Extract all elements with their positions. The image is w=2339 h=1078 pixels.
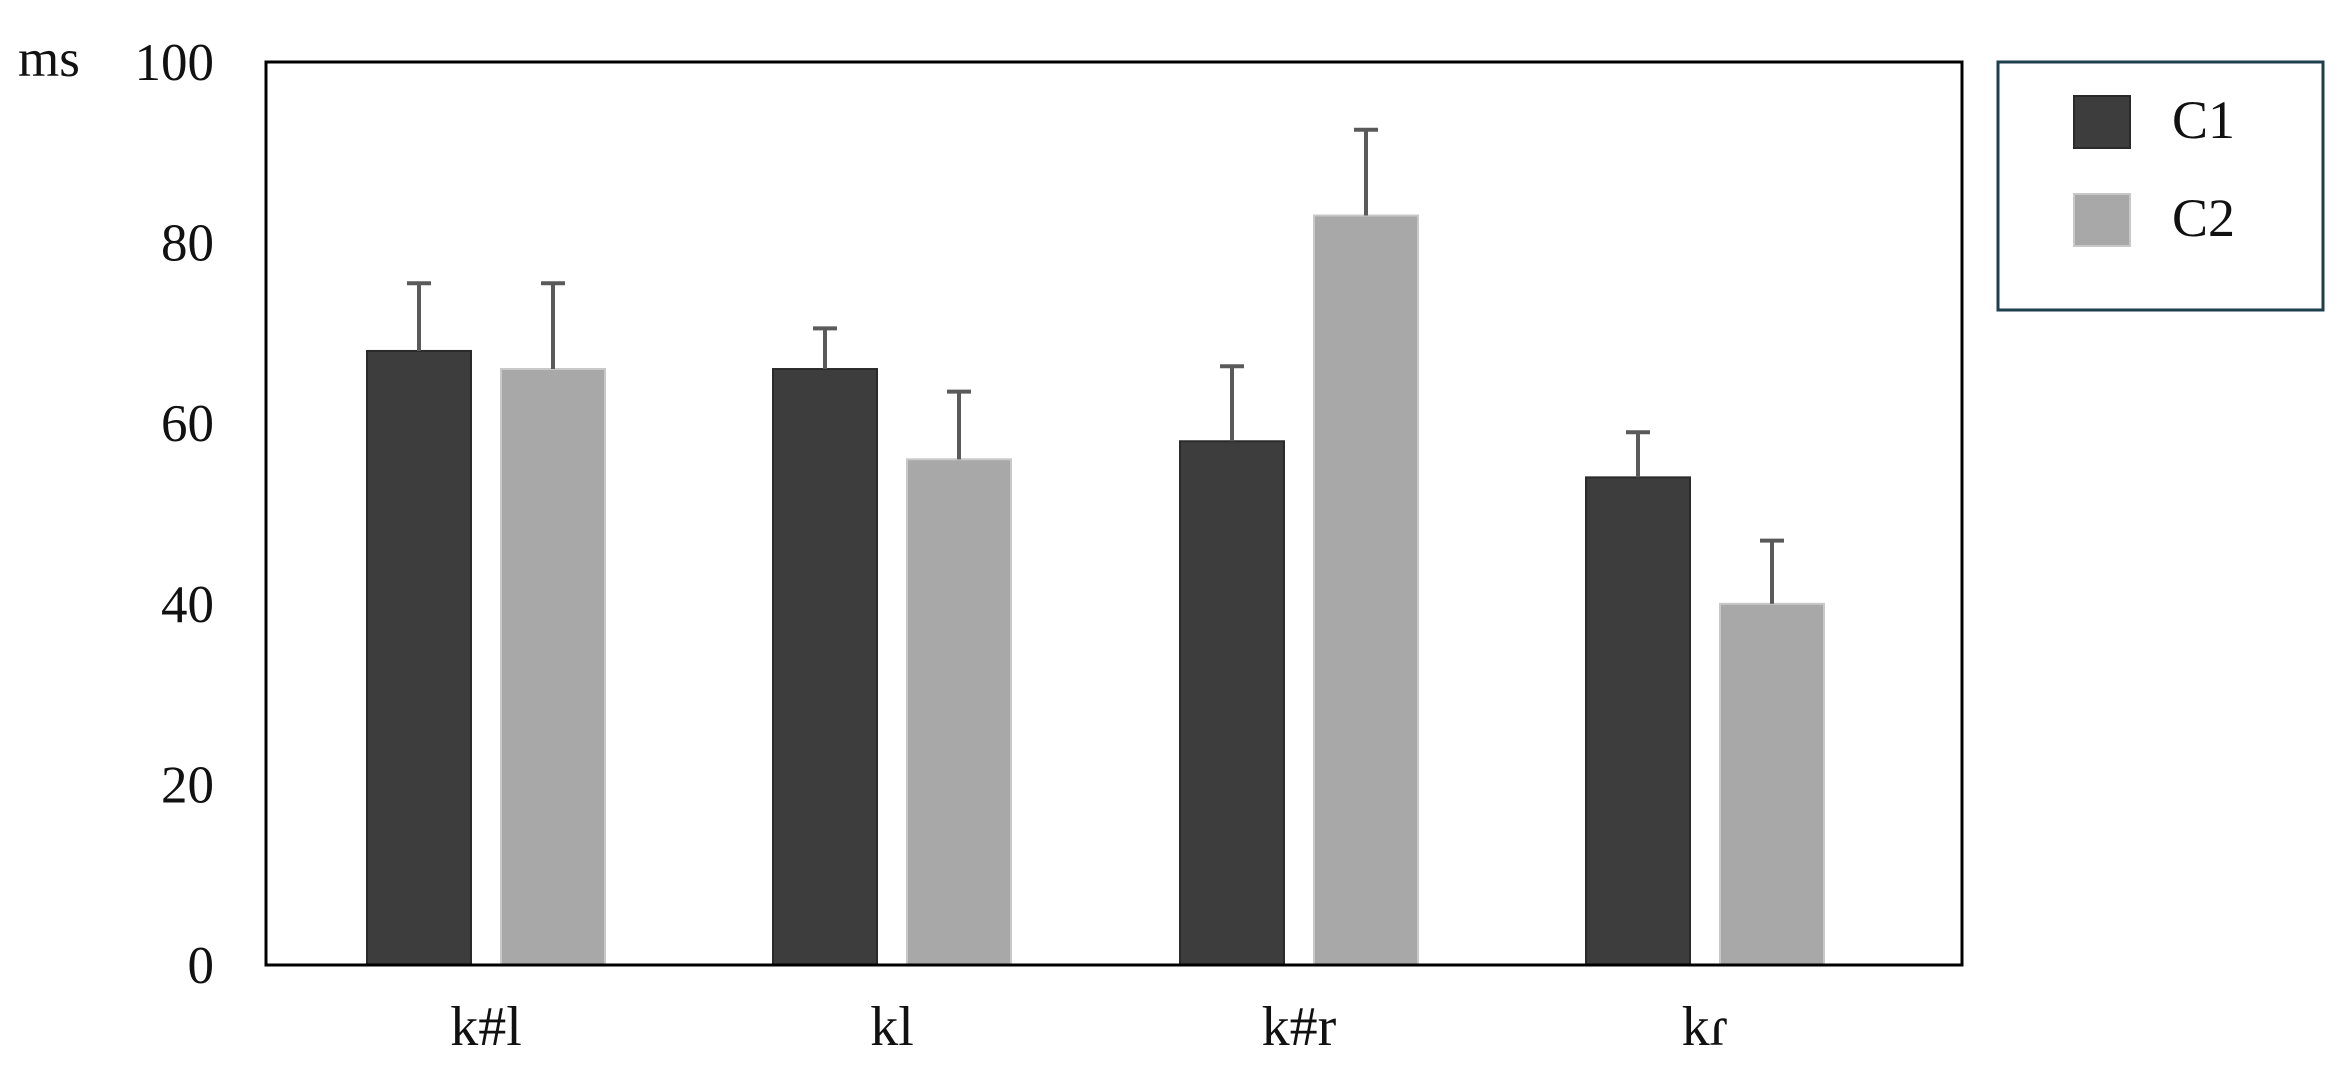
y-tick-label: 0	[188, 937, 215, 995]
legend-label-c1: C1	[2172, 90, 2235, 150]
legend: C1 C2	[1996, 60, 2325, 312]
legend-swatch-c1	[2073, 95, 2131, 149]
x-tick-label: kɾ	[1682, 996, 1729, 1058]
bar-c1-0	[366, 349, 472, 966]
y-tick-label: 100	[135, 34, 215, 92]
bar-c2-2	[1313, 214, 1419, 966]
y-tick-label: 60	[161, 395, 214, 453]
legend-box	[1996, 60, 2325, 312]
legend-swatch-c2	[2073, 193, 2131, 247]
bars-group	[366, 214, 1825, 966]
x-tick-label: kl	[870, 996, 914, 1058]
y-tick-label: 20	[161, 756, 214, 814]
plot-frame	[264, 60, 1964, 967]
y-tick-label: 80	[161, 215, 214, 273]
bar-c2-1	[906, 458, 1012, 966]
bar-c2-3	[1719, 602, 1825, 966]
x-tick-label: k#l	[450, 996, 522, 1058]
bar-c1-3	[1585, 476, 1691, 966]
legend-label-c2: C2	[2172, 188, 2235, 248]
bar-c1-1	[772, 368, 878, 966]
x-axis-labels: k#l kl k#r kɾ	[450, 996, 1728, 1058]
y-tick-label: 40	[161, 576, 214, 634]
y-unit-label: ms	[18, 30, 80, 88]
error-bars-group	[407, 127, 1784, 604]
bar-c1-2	[1179, 440, 1285, 966]
bar-c2-0	[500, 368, 606, 966]
x-tick-label: k#r	[1262, 996, 1337, 1058]
y-axis-ticks: 0 20 40 60 80 100	[135, 34, 215, 995]
